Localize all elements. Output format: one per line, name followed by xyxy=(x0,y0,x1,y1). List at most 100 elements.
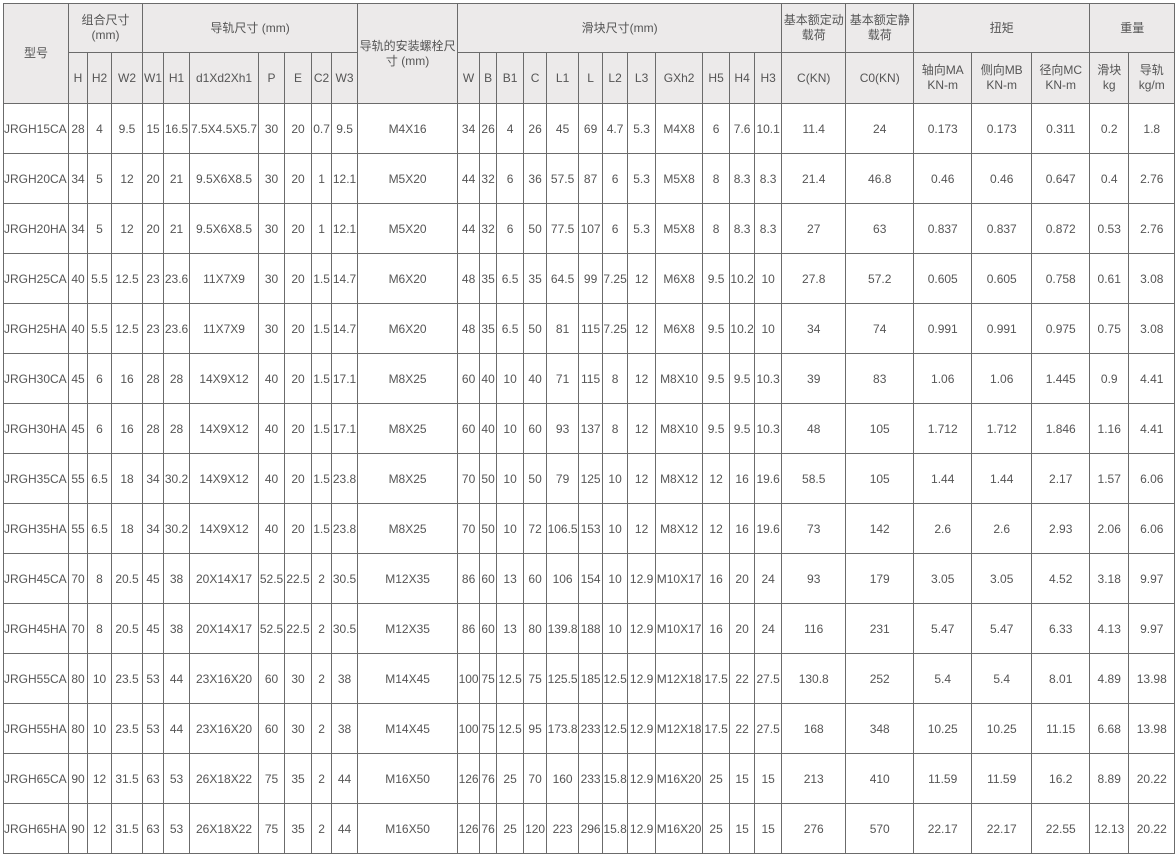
value-cell: 50 xyxy=(523,203,548,254)
value-cell: 1.06 xyxy=(971,353,1033,404)
value-cell: 0.311 xyxy=(1031,103,1091,154)
value-cell: 60 xyxy=(258,653,286,704)
value-cell: 23.8 xyxy=(331,453,359,504)
value-cell: 6.5 xyxy=(87,503,112,554)
value-cell: 105 xyxy=(845,403,915,454)
value-cell: 22.17 xyxy=(971,803,1033,854)
value-cell: 48 xyxy=(457,253,481,304)
value-cell: 8.3 xyxy=(754,203,783,254)
value-cell: 16 xyxy=(702,603,731,654)
value-cell: 6.06 xyxy=(1128,503,1176,554)
value-cell: 12 xyxy=(627,403,657,454)
value-cell: 60 xyxy=(479,603,498,654)
value-cell: 10 xyxy=(754,253,783,304)
value-cell: 20 xyxy=(284,203,313,254)
model-cell: JRGH65CA xyxy=(3,753,69,804)
value-cell: 0.991 xyxy=(913,303,973,354)
value-cell: 28 xyxy=(163,353,191,404)
value-cell: 6.5 xyxy=(87,453,112,504)
value-cell: 38 xyxy=(163,603,191,654)
value-cell: 77.5 xyxy=(546,203,580,254)
value-cell: 11X7X9 xyxy=(189,253,260,304)
value-cell: 252 xyxy=(845,653,915,704)
model-cell: JRGH25CA xyxy=(3,253,69,304)
value-cell: 4.41 xyxy=(1128,353,1176,404)
value-cell: 32 xyxy=(479,203,498,254)
value-cell: 90 xyxy=(68,753,88,804)
value-cell: 6 xyxy=(496,153,525,204)
header-column: W3 xyxy=(331,52,359,104)
model-cell: JRGH15CA xyxy=(3,103,69,154)
value-cell: 2.76 xyxy=(1128,153,1176,204)
value-cell: 23.6 xyxy=(163,303,191,354)
value-cell: 2 xyxy=(311,653,333,704)
value-cell: 20 xyxy=(729,553,756,604)
header-group: 导轨的安装螺栓尺寸 (mm) xyxy=(357,3,459,104)
value-cell: 35 xyxy=(284,803,313,854)
value-cell: 21 xyxy=(163,203,191,254)
header-column: 侧向MB KN-m xyxy=(971,52,1033,104)
value-cell: 1 xyxy=(311,203,333,254)
value-cell: 90 xyxy=(68,803,88,854)
table-row: JRGH15CA 28 4 9.5 15 16.5 7.5X4.5X5.7 30 20 0.7 9.… xyxy=(3,103,1176,154)
value-cell: M16X20 xyxy=(655,803,704,854)
value-cell: 75 xyxy=(258,753,286,804)
value-cell: 27 xyxy=(781,203,847,254)
value-cell: 4.41 xyxy=(1128,403,1176,454)
value-cell: 16 xyxy=(702,553,731,604)
header-column: P xyxy=(258,52,286,104)
header-column: B xyxy=(479,52,498,104)
value-cell: 116 xyxy=(781,603,847,654)
model-cell: JRGH25HA xyxy=(3,303,69,354)
value-cell: 1.44 xyxy=(971,453,1033,504)
value-cell: 9.5 xyxy=(702,303,731,354)
value-cell: M6X8 xyxy=(655,303,704,354)
value-cell: 50 xyxy=(479,453,498,504)
value-cell: 179 xyxy=(845,553,915,604)
header-column: L xyxy=(578,52,604,104)
value-cell: 63 xyxy=(142,803,165,854)
value-cell: 125 xyxy=(578,453,604,504)
header-column: H4 xyxy=(729,52,756,104)
value-cell: 53 xyxy=(163,803,191,854)
value-cell: 16.5 xyxy=(163,103,191,154)
value-cell: 10 xyxy=(602,553,629,604)
header-column: B1 xyxy=(496,52,525,104)
value-cell: 45 xyxy=(546,103,580,154)
value-cell: 34 xyxy=(457,103,481,154)
value-cell: 46.8 xyxy=(845,153,915,204)
value-cell: 20 xyxy=(142,153,165,204)
value-cell: 25 xyxy=(702,803,731,854)
table-row: JRGH30CA 45 6 16 28 28 14X9X12 40 20 1.5 17.1 M8X25… xyxy=(3,353,1176,404)
value-cell: 15.8 xyxy=(602,803,629,854)
header-column: H2 xyxy=(87,52,112,104)
value-cell: 2.76 xyxy=(1128,203,1176,254)
value-cell: 23.8 xyxy=(331,503,359,554)
value-cell: 69 xyxy=(578,103,604,154)
value-cell: 0.2 xyxy=(1089,103,1130,154)
value-cell: 36 xyxy=(523,153,548,204)
value-cell: 34 xyxy=(68,153,88,204)
value-cell: 8.89 xyxy=(1089,753,1130,804)
value-cell: 0.837 xyxy=(913,203,973,254)
model-cell: JRGH35HA xyxy=(3,503,69,554)
header-column: 径向MC KN-m xyxy=(1031,52,1091,104)
value-cell: 0.605 xyxy=(913,253,973,304)
value-cell: 1.712 xyxy=(913,403,973,454)
value-cell: 5 xyxy=(87,153,112,204)
header-column: H3 xyxy=(754,52,783,104)
value-cell: 10 xyxy=(87,703,112,754)
value-cell: 106.5 xyxy=(546,503,580,554)
value-cell: 60 xyxy=(523,403,548,454)
value-cell: 0.9 xyxy=(1089,353,1130,404)
value-cell: 44 xyxy=(331,753,359,804)
value-cell: 1.5 xyxy=(311,303,333,354)
value-cell: 79 xyxy=(546,453,580,504)
value-cell: 154 xyxy=(578,553,604,604)
value-cell: 570 xyxy=(845,803,915,854)
value-cell: 23.5 xyxy=(110,653,144,704)
value-cell: 26X18X22 xyxy=(189,803,260,854)
header-column: C2 xyxy=(311,52,333,104)
value-cell: 5.4 xyxy=(971,653,1033,704)
value-cell: 7.25 xyxy=(602,303,629,354)
